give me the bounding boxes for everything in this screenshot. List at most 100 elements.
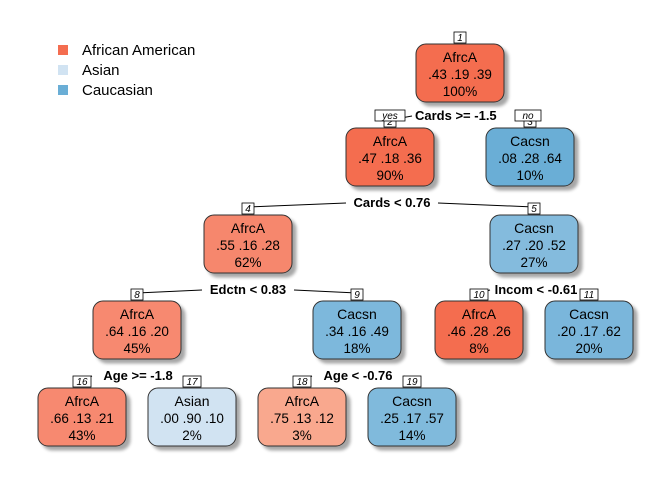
node-percent: 43%: [68, 428, 95, 443]
node-number-box: [579, 288, 599, 301]
tree-node-3: 3 Cacsn .08 .28 .64 10%: [485, 115, 575, 187]
tree-node-16: 16 AfrcA .66 .13 .21 43%: [37, 375, 127, 447]
legend-swatch: [58, 85, 68, 95]
node-probabilities: .64 .16 .20: [105, 324, 169, 339]
node-number: 19: [406, 377, 418, 388]
node-class: AfrcA: [231, 220, 266, 236]
node-number: 17: [186, 377, 198, 388]
branch-no-label: no: [514, 109, 542, 122]
node-number: 9: [354, 290, 360, 301]
split-label-5: Incom < -0.61: [495, 282, 578, 297]
node-probabilities: .66 .13 .21: [50, 411, 114, 426]
node-class: AfrcA: [285, 393, 320, 409]
node-box: [312, 300, 402, 360]
node-number: 5: [531, 204, 537, 215]
node-box: [489, 214, 579, 274]
node-box: [147, 387, 237, 447]
node-number-box: [402, 375, 422, 388]
node-class: Cacsn: [514, 220, 554, 236]
node-class: Cacsn: [337, 306, 377, 322]
node-probabilities: .46 .28 .26: [447, 324, 511, 339]
tree-node-18: 18 AfrcA .75 .13 .12 3%: [257, 375, 347, 447]
tree-node-5: 5 Cacsn .27 .20 .52 27%: [489, 202, 579, 274]
node-percent: 3%: [292, 428, 312, 443]
node-class: AfrcA: [443, 49, 478, 65]
node-number-box: [130, 288, 144, 301]
node-number: 8: [134, 290, 140, 301]
node-number-box: [453, 31, 467, 44]
node-class: Cacsn: [510, 133, 550, 149]
node-class: AfrcA: [373, 133, 408, 149]
branch-yes-text: yes: [381, 111, 398, 122]
node-number: 18: [296, 377, 308, 388]
branch-yes-label: yes: [374, 109, 406, 122]
node-box: [544, 300, 634, 360]
node-box: [92, 300, 182, 360]
node-percent: 18%: [343, 341, 370, 356]
node-percent: 90%: [376, 168, 403, 183]
node-number-box: [72, 375, 92, 388]
node-number-box: [241, 202, 255, 215]
node-box: [415, 43, 505, 103]
edge-line-2-5: [437, 202, 535, 208]
node-class: AfrcA: [65, 393, 100, 409]
node-percent: 2%: [182, 428, 202, 443]
node-box: [434, 300, 524, 360]
branch-no-text: no: [522, 111, 534, 122]
node-box: [37, 387, 127, 447]
tree-node-17: 17 Asian .00 .90 .10 2%: [147, 375, 237, 447]
split-label-4: Edctn < 0.83: [210, 282, 286, 297]
split-label-8: Age >= -1.8: [103, 368, 172, 383]
node-number: 16: [76, 377, 88, 388]
node-number-box: [292, 375, 312, 388]
node-probabilities: .20 .17 .62: [557, 324, 621, 339]
node-number-box: [350, 288, 364, 301]
legend-swatch: [58, 45, 68, 55]
node-number: 10: [473, 290, 485, 301]
node-number: 4: [245, 204, 251, 215]
split-labels: Cards >= -1.5 Cards < 0.76 Edctn < 0.83 Inc…: [103, 108, 577, 383]
node-probabilities: .25 .17 .57: [380, 411, 444, 426]
node-number-box: [182, 375, 202, 388]
legend-swatch: [58, 65, 68, 75]
node-percent: 14%: [398, 428, 425, 443]
legend-item-african-american: African American: [58, 40, 195, 60]
node-number: 1: [457, 33, 463, 44]
tree-nodes: 1 AfrcA .43 .19 .39 100% 2 AfrcA .47 .18 .36 90…: [37, 31, 634, 447]
tree-node-10: 10 AfrcA .46 .28 .26 8%: [434, 288, 524, 360]
legend-label: Caucasian: [82, 81, 153, 99]
split-label-1: Cards >= -1.5: [415, 108, 497, 123]
tree-node-9: 9 Cacsn .34 .16 .49 18%: [312, 288, 402, 360]
edge-line-4-9: [293, 289, 358, 294]
node-probabilities: .27 .20 .52: [502, 238, 566, 253]
node-class: AfrcA: [462, 306, 497, 322]
node-class: Asian: [174, 393, 209, 409]
tree-node-1: 1 AfrcA .43 .19 .39 100%: [415, 31, 505, 103]
node-class: Cacsn: [569, 306, 609, 322]
legend-item-caucasian: Caucasian: [58, 80, 195, 100]
node-percent: 20%: [575, 341, 602, 356]
node-number-box: [469, 288, 489, 301]
node-number-box: [527, 202, 541, 215]
tree-node-11: 11 Cacsn .20 .17 .62 20%: [544, 288, 634, 360]
node-box: [203, 214, 293, 274]
legend-label: Asian: [82, 61, 120, 79]
node-percent: 100%: [443, 84, 478, 99]
tree-node-8: 8 AfrcA .64 .16 .20 45%: [92, 288, 182, 360]
node-percent: 27%: [520, 255, 547, 270]
split-label-2: Cards < 0.76: [354, 195, 431, 210]
edge-line-4-8: [136, 289, 203, 294]
node-number: 11: [584, 290, 594, 301]
node-probabilities: .08 .28 .64: [498, 151, 562, 166]
edge-line-2-4: [247, 202, 347, 208]
node-box: [257, 387, 347, 447]
legend-label: African American: [82, 41, 196, 59]
legend-item-asian: Asian: [58, 60, 195, 80]
node-class: Cacsn: [392, 393, 432, 409]
tree-node-4: 4 AfrcA .55 .16 .28 62%: [203, 202, 293, 274]
node-percent: 45%: [123, 341, 150, 356]
node-percent: 10%: [516, 168, 543, 183]
node-probabilities: .75 .13 .12: [270, 411, 334, 426]
node-probabilities: .47 .18 .36: [358, 151, 422, 166]
